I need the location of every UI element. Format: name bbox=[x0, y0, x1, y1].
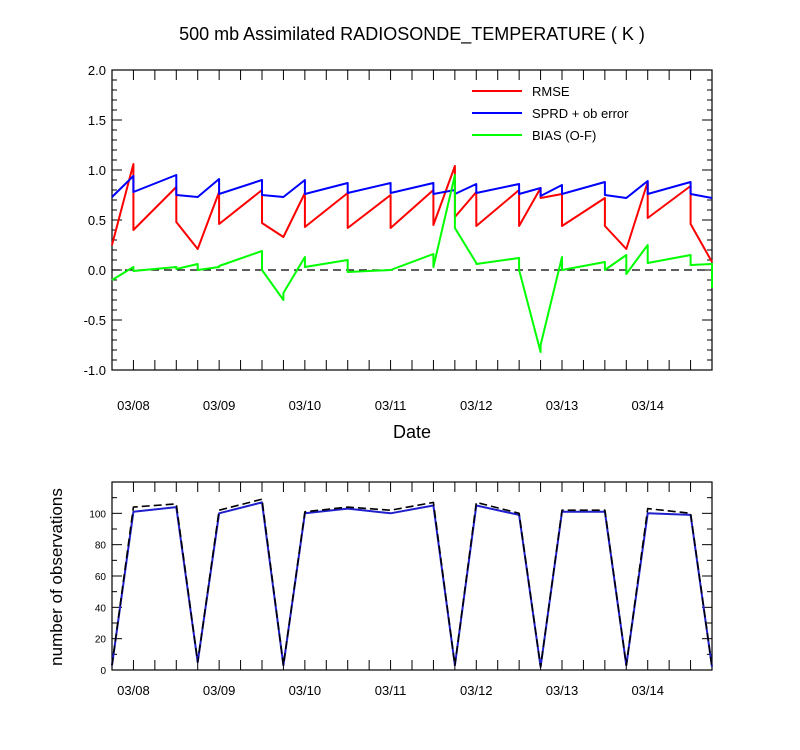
top-ytick-label: 1.0 bbox=[88, 163, 106, 178]
top-chart-xlabel: Date bbox=[393, 422, 431, 442]
bottom-ytick-label: 100 bbox=[89, 509, 106, 520]
bottom-ytick-label: 0 bbox=[100, 666, 106, 677]
top-ytick-label: -0.5 bbox=[84, 313, 106, 328]
bottom-xtick-label: 03/10 bbox=[289, 683, 322, 698]
top-ytick-label: 2.0 bbox=[88, 63, 106, 78]
bottom-ytick-label: 40 bbox=[95, 603, 107, 614]
bottom-xtick-label: 03/14 bbox=[631, 683, 664, 698]
bottom-ytick-label: 80 bbox=[95, 541, 107, 552]
bottom-series-group bbox=[111, 498, 713, 668]
bottom-xtick-label: 03/08 bbox=[117, 683, 150, 698]
top-plot-area: -1.0 -0.5 0.0 0.5 1.0 1.5 2.0 03/08 03/09 03/10 03… bbox=[84, 63, 713, 413]
top-ytick-label: -1.0 bbox=[84, 363, 106, 378]
top-ytick-label: 0.0 bbox=[88, 263, 106, 278]
bottom-chart-ylabel: number of observations bbox=[47, 488, 66, 666]
legend-label: SPRD + ob error bbox=[532, 106, 629, 121]
top-xtick-label: 03/10 bbox=[289, 398, 322, 413]
top-series-group bbox=[111, 163, 713, 353]
top-chart-title: 500 mb Assimilated RADIOSONDE_TEMPERATUR… bbox=[179, 24, 645, 45]
top-xtick-label: 03/09 bbox=[203, 398, 236, 413]
bottom-ytick-label: 20 bbox=[95, 635, 107, 646]
bottom-plot-area: 0 20 40 60 80 100 03/08 03/09 03/10 03/11 03/12 03/… bbox=[89, 481, 713, 698]
bottom-series-used bbox=[111, 498, 713, 668]
top-series-sprd-ob-error bbox=[111, 174, 713, 199]
top-xtick-label: 03/12 bbox=[460, 398, 493, 413]
bottom-xtick-label: 03/09 bbox=[203, 683, 236, 698]
bottom-xtick-label: 03/12 bbox=[460, 683, 493, 698]
top-ytick-label: 1.5 bbox=[88, 113, 106, 128]
bottom-xtick-label: 03/11 bbox=[375, 683, 407, 698]
bottom-xtick-label: 03/13 bbox=[546, 683, 579, 698]
top-xtick-label: 03/11 bbox=[375, 398, 407, 413]
bottom-ytick-label: 60 bbox=[95, 572, 107, 583]
top-series-bias-o-f bbox=[111, 174, 713, 353]
legend-label: RMSE bbox=[532, 84, 570, 99]
top-xtick-label: 03/08 bbox=[117, 398, 150, 413]
legend-label: BIAS (O-F) bbox=[532, 128, 596, 143]
top-legend: RMSE SPRD + ob error BIAS (O-F) bbox=[472, 84, 629, 143]
top-ytick-label: 0.5 bbox=[88, 213, 106, 228]
top-xtick-label: 03/14 bbox=[631, 398, 664, 413]
top-xtick-label: 03/13 bbox=[546, 398, 579, 413]
